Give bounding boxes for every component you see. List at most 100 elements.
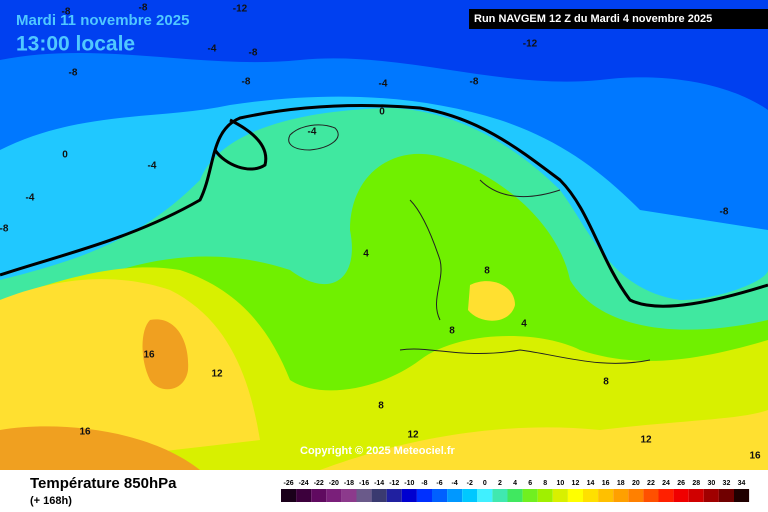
colorbar-swatch	[688, 489, 704, 502]
colorbar-tick: 32	[723, 480, 731, 487]
colorbar-swatch	[416, 489, 432, 502]
colorbar-tick: 22	[647, 480, 655, 487]
colorbar-swatch	[401, 489, 417, 502]
contour-label: 8	[484, 266, 490, 277]
colorbar-tick: 30	[707, 480, 715, 487]
colorbar-tick: -12	[389, 480, 399, 487]
colorbar-swatch	[718, 489, 734, 502]
contour-label: -8	[720, 207, 729, 218]
coastline	[288, 124, 339, 151]
colorbar-swatch	[311, 489, 327, 502]
time: 13:00 locale	[16, 33, 135, 56]
contour-label: 4	[521, 319, 527, 330]
zone-warm-patch	[468, 281, 515, 321]
contour-label: 8	[603, 377, 609, 388]
colorbar-swatch	[643, 489, 659, 502]
colorbar-tick: 26	[677, 480, 685, 487]
colorbar-swatch	[507, 489, 523, 502]
colorbar-tick: -16	[359, 480, 369, 487]
colorbar-tick: 4	[513, 480, 517, 487]
copyright: Copyright © 2025 Meteociel.fr	[300, 445, 456, 457]
colorbar-tick: 8	[543, 480, 547, 487]
contour-label: 4	[363, 249, 369, 260]
date: Mardi 11 novembre 2025	[16, 12, 189, 29]
colorbar-tick: -14	[374, 480, 384, 487]
colorbar-tick: 2	[498, 480, 502, 487]
contour-label: -4	[148, 161, 157, 172]
colorbar-swatch	[281, 489, 297, 502]
colorbar: -26 -24 -22 -20 -18 -16 -14 -12 -10 -8 -6 -4 -2 0 2 4 6 8…	[281, 480, 750, 502]
colorbar-swatch	[628, 489, 644, 502]
contour-label: -8	[139, 3, 148, 14]
contour-label: 0	[379, 107, 385, 118]
contour-label: -8	[0, 224, 9, 235]
colorbar-swatch	[447, 489, 463, 502]
colorbar-tick: -4	[452, 480, 458, 487]
colorbar-swatch	[492, 489, 508, 502]
contour-label: -8	[62, 7, 71, 18]
colorbar-tick: -10	[404, 480, 414, 487]
contour-label: -4	[308, 127, 317, 138]
colorbar-tick: 6	[528, 480, 532, 487]
map	[0, 0, 768, 471]
run: Run NAVGEM 12 Z du Mardi 4 novembre 2025	[474, 13, 712, 25]
contour-label: -12	[523, 39, 538, 50]
colorbar-swatch	[462, 489, 478, 502]
colorbar-swatch	[673, 489, 689, 502]
contour-label: 0	[62, 150, 68, 161]
zone-plus12	[0, 279, 768, 470]
contour-label: 12	[211, 369, 223, 380]
colorbar-tick: 10	[556, 480, 564, 487]
contour-label: 8	[449, 326, 455, 337]
colorbar-swatch	[598, 489, 614, 502]
colorbar-swatch	[477, 489, 493, 502]
colorbar-swatch	[371, 489, 387, 502]
contour-label: 16	[79, 427, 91, 438]
contour-label: -4	[379, 79, 388, 90]
run-box	[469, 9, 768, 29]
colorbar-swatch	[703, 489, 719, 502]
colorbar-tick: -20	[329, 480, 339, 487]
contour-label: -8	[242, 77, 251, 88]
colorbar-swatch	[326, 489, 342, 502]
contour-label: -12	[233, 4, 248, 15]
colorbar-swatch	[613, 489, 629, 502]
colorbar-tick: 18	[617, 480, 625, 487]
contour-label: 12	[407, 430, 419, 441]
colorbar-swatch	[432, 489, 448, 502]
colorbar-tick: -24	[299, 480, 309, 487]
colorbar-tick: 14	[587, 480, 595, 487]
colorbar-tick: -2	[467, 480, 473, 487]
colorbar-tick: 12	[572, 480, 580, 487]
colorbar-tick: -18	[344, 480, 354, 487]
contour-label: -8	[470, 77, 479, 88]
colorbar-tick: 16	[602, 480, 610, 487]
colorbar-swatch	[356, 489, 372, 502]
colorbar-swatch	[734, 489, 750, 502]
colorbar-swatch	[341, 489, 357, 502]
colorbar-tick: -26	[283, 480, 293, 487]
zone-plus16	[0, 319, 200, 470]
contour-label: 16	[749, 451, 761, 462]
contour-label: 8	[378, 401, 384, 412]
colorbar-tick: -8	[421, 480, 427, 487]
zero-isotherm	[0, 104, 768, 308]
colorbar-swatch	[583, 489, 599, 502]
colorbar-tick: 0	[483, 480, 487, 487]
colorbar-swatch	[552, 489, 568, 502]
contour-label: -8	[69, 68, 78, 79]
contour-label: 16	[143, 350, 155, 361]
coastline	[399, 179, 651, 364]
contour-labels: -12 -8 -8 -4 -8 -12 -8 -8 -4 -8 0 -4 0 -4 -4 -8 -8 4 8 8 4 16…	[0, 3, 761, 462]
colorbar-swatch	[386, 489, 402, 502]
colorbar-tick: -6	[436, 480, 442, 487]
zero-isotherm-loop	[213, 118, 268, 171]
colorbar-swatch	[296, 489, 312, 502]
colorbar-tick: 20	[632, 480, 640, 487]
colorbar-tick: 28	[692, 480, 700, 487]
colorbar-tick: 34	[738, 480, 746, 487]
colorbar-swatch	[658, 489, 674, 502]
contour-label: -4	[26, 193, 35, 204]
contour-label: -8	[249, 48, 258, 59]
